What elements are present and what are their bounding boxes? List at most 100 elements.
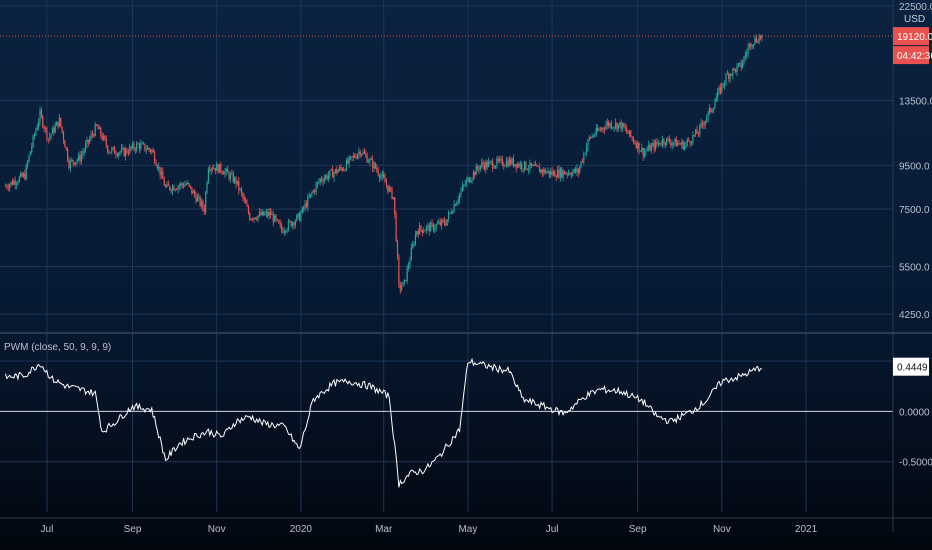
candle-body (104, 135, 106, 140)
candle-body (369, 159, 371, 162)
candle-body (717, 91, 719, 98)
candle-body (239, 189, 241, 190)
candle-body (735, 68, 737, 73)
countdown-badge (893, 46, 929, 65)
candle-body (619, 122, 621, 125)
candle-body (551, 171, 553, 175)
candle-body (205, 192, 207, 213)
candle-body (478, 168, 480, 170)
candle-body (10, 181, 12, 185)
candle-body (332, 169, 334, 178)
candle-body (206, 182, 208, 193)
candle-body (447, 212, 450, 220)
candle-body (736, 65, 738, 73)
candle-body (576, 168, 578, 173)
candle-body (453, 204, 455, 212)
candle-body (533, 165, 535, 166)
candle-body (354, 155, 356, 158)
candle-body (235, 177, 237, 184)
candle-body (216, 164, 218, 171)
candle-body (231, 173, 233, 175)
candle-body (185, 183, 187, 185)
candle-body (558, 169, 560, 178)
candle-body (565, 173, 567, 175)
price-pane[interactable] (0, 33, 893, 294)
candle-body (213, 167, 215, 169)
indicator-pane[interactable]: PWM (close, 50, 9, 9, 9) (0, 342, 893, 488)
candle-body (102, 135, 105, 140)
candle-body (265, 211, 267, 214)
candle-body (188, 183, 190, 186)
candle-body (89, 138, 91, 143)
candle-body (11, 181, 14, 185)
candle-body (73, 162, 76, 165)
candle-body (501, 158, 503, 166)
candle-body (590, 136, 592, 138)
candle-body (566, 173, 568, 175)
price-tick-label: 22500.0 (899, 2, 932, 13)
candle-body (365, 153, 367, 156)
candle-body (283, 231, 285, 233)
last-price-badge (893, 27, 929, 46)
candle-body (639, 150, 642, 152)
candle-body (474, 171, 476, 176)
candle-body (718, 87, 720, 92)
candle-body (529, 162, 531, 170)
candle-body (49, 136, 51, 139)
candle-body (500, 158, 502, 160)
candle-body (159, 166, 161, 176)
candle-body (470, 180, 472, 183)
candle-body (479, 165, 481, 170)
candle-body (405, 280, 407, 281)
candle-body (355, 157, 357, 159)
candle-body (79, 154, 81, 162)
candle-body (635, 143, 637, 149)
candle-body (472, 171, 475, 179)
candle-body (623, 123, 625, 128)
candle-body (249, 213, 251, 220)
candle-body (626, 128, 628, 132)
candle-body (373, 163, 375, 169)
candle-body (296, 215, 298, 221)
candle-body (130, 146, 132, 148)
candle-body (274, 215, 276, 222)
candle-body (280, 224, 283, 231)
candle-body (624, 127, 626, 129)
candle-body (674, 138, 676, 143)
candle-body (82, 152, 84, 156)
candle-body (224, 171, 226, 175)
indicator-tick-label: -0.5000 (899, 458, 932, 469)
candle-body (145, 149, 147, 151)
candle-body (22, 173, 25, 177)
candle-body (333, 172, 335, 178)
candle-body (50, 134, 52, 137)
candle-body (759, 36, 762, 39)
candle-body (457, 199, 459, 203)
candle-body (550, 171, 552, 175)
candle-body (97, 125, 99, 130)
candle-body (142, 143, 145, 145)
candle-body (343, 169, 345, 171)
candle-body (688, 139, 690, 142)
candle-body (398, 256, 400, 285)
candle-body (755, 37, 757, 42)
candle-body (285, 231, 287, 233)
candle-body (367, 161, 370, 163)
candle-body (329, 170, 331, 176)
candle-body (508, 159, 510, 167)
candle-body (207, 169, 210, 183)
candle-body (28, 155, 30, 162)
candle-body (203, 207, 205, 213)
candle-body (605, 125, 607, 130)
candle-body (476, 166, 479, 169)
candle-body (112, 147, 114, 149)
candle-body (220, 163, 222, 172)
candle-body (312, 190, 314, 193)
candle-body (275, 215, 277, 220)
candle-body (454, 204, 457, 206)
candle-body (391, 187, 393, 199)
candle-body (173, 186, 175, 191)
candle-body (683, 145, 686, 150)
